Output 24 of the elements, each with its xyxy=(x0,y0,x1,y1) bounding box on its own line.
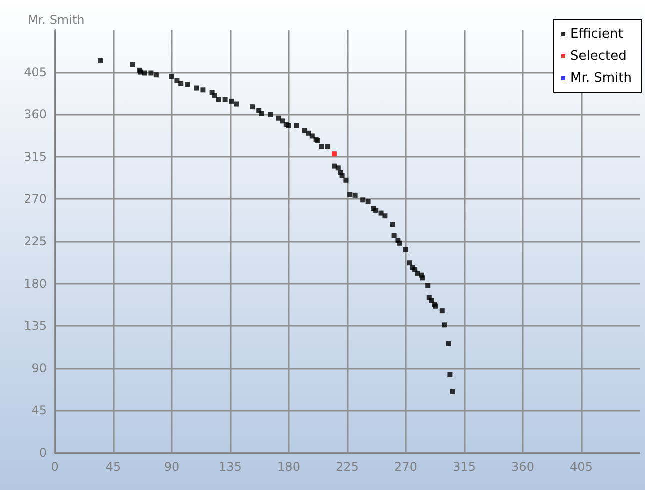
x-tick-label: 315 xyxy=(453,460,476,474)
legend-label: Mr. Smith xyxy=(570,71,632,86)
y-tick-label: 405 xyxy=(24,65,47,80)
x-tick-label: 270 xyxy=(394,460,418,474)
y-tick-label: 360 xyxy=(24,108,47,122)
y-tick-label: 135 xyxy=(24,319,47,334)
y-tick-label: 0 xyxy=(39,446,47,460)
y-axis-title: Mr. Smith xyxy=(28,13,85,27)
x-tick-label: 45 xyxy=(106,460,122,474)
y-tick-label: 315 xyxy=(24,150,47,164)
legend-label: Efficient xyxy=(570,27,624,42)
x-tick-label: 180 xyxy=(278,460,300,474)
y-tick-label: 270 xyxy=(24,192,47,206)
legend-label: Selected xyxy=(570,49,627,64)
x-tick-label: 135 xyxy=(219,460,242,474)
x-tick-label: 90 xyxy=(164,460,180,474)
x-tick-label: 225 xyxy=(336,460,359,474)
x-tick-label: 360 xyxy=(512,460,534,474)
y-tick-label: 225 xyxy=(24,234,47,248)
y-tick-label: 90 xyxy=(32,361,47,376)
x-tick-label: 0 xyxy=(51,460,59,474)
x-tick-label: 405 xyxy=(570,460,593,474)
y-tick-label: 180 xyxy=(24,276,47,291)
y-tick-label: 45 xyxy=(32,404,47,418)
